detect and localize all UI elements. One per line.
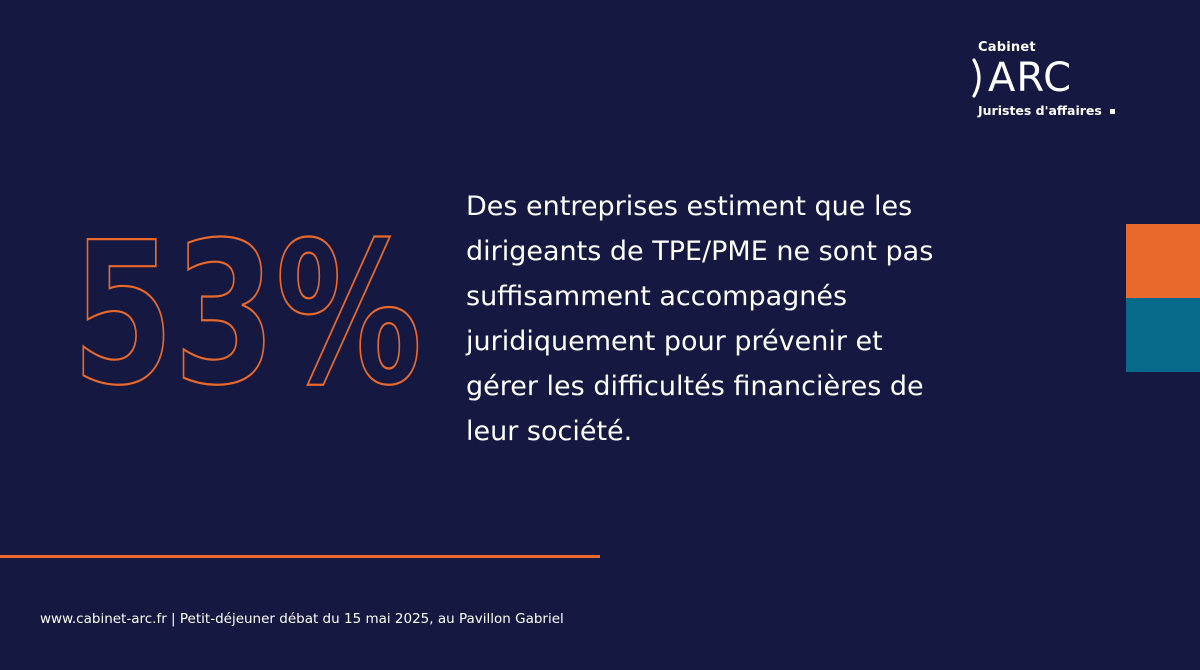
footer-text: www.cabinet-arc.fr | Petit-déjeuner déba… [40,611,564,627]
statement-line: gérer les difficultés financières de [466,371,924,402]
statement-line: dirigeants de TPE/PME ne sont pas [466,236,934,267]
arc-bracket-icon [972,57,986,99]
accent-block-blue [1126,298,1200,372]
logo-sub-label: Juristes d'affaires [978,103,1102,118]
stat-figure: 53% [71,200,432,430]
statement-line: Des entreprises estiment que les [466,191,913,222]
logo-sub-row: Juristes d'affaires [978,103,1115,118]
logo-main-row: ARC [972,53,1072,103]
square-dot-icon [1109,109,1115,114]
cabinet-arc-logo: Cabinet ARC Juristes d'affaires [972,40,1142,122]
logo-top-label: Cabinet [978,40,1036,55]
logo-main-label: ARC [988,55,1073,101]
stat-value: 53% [72,201,422,429]
statement-text: Des entreprises estiment que les dirigea… [466,184,1106,454]
statement-line: leur société. [466,416,633,447]
statement-line: suffisamment accompagnés [466,281,848,312]
statement-line: juridiquement pour prévenir et [466,326,883,357]
accent-block-orange [1126,224,1200,298]
orange-divider [0,555,600,558]
